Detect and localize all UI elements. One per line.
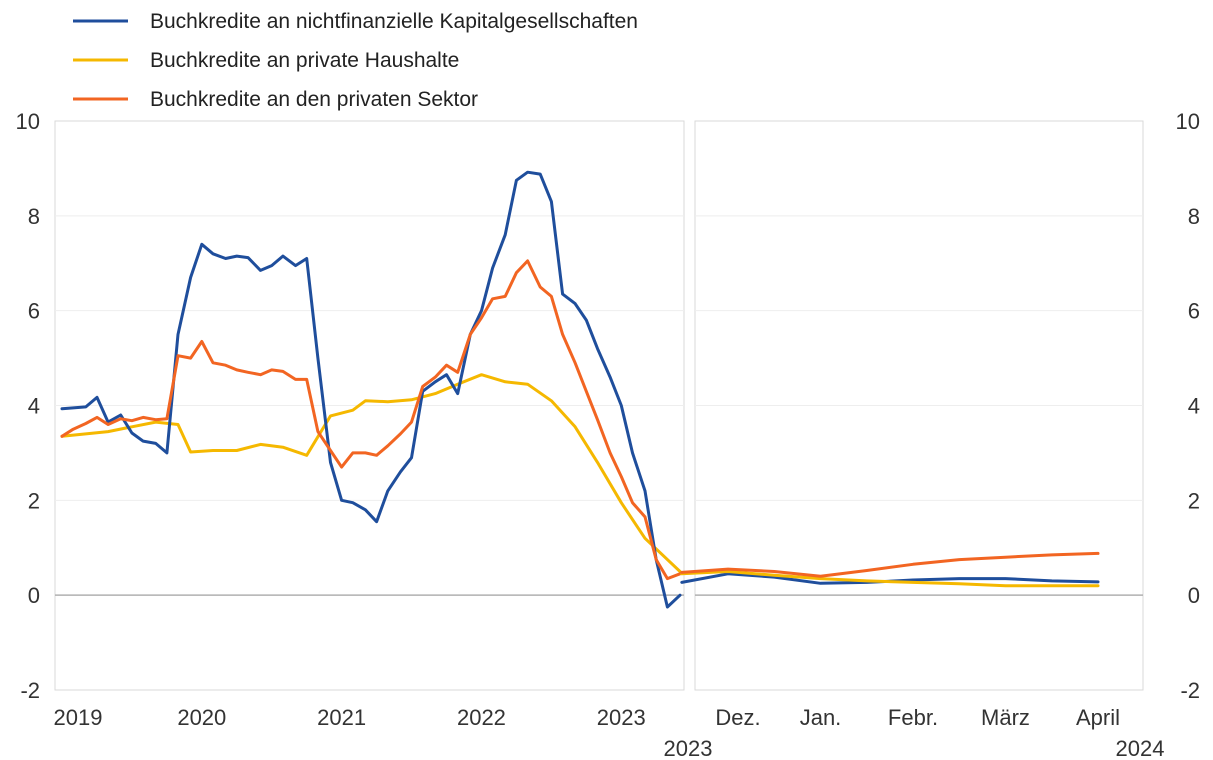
year-label-left: 2023	[664, 736, 713, 760]
x-tick-left: 2019	[54, 705, 103, 730]
left-series-line-2	[60, 259, 682, 581]
y-tick-left: 2	[28, 488, 40, 513]
x-tick-right: Jan.	[800, 705, 842, 730]
left-series-line-0	[60, 373, 682, 573]
y-tick-right: 6	[1188, 299, 1200, 324]
x-tick-right: März	[981, 705, 1030, 730]
right-series-line-2	[680, 551, 1100, 578]
y-tick-right: 8	[1188, 204, 1200, 229]
y-tick-left: 10	[16, 109, 40, 134]
legend-label-2: Buchkredite an den privaten Sektor	[150, 88, 478, 111]
legend: Buchkredite an nichtfinanzielle Kapitalg…	[73, 10, 638, 111]
x-tick-left: 2020	[177, 705, 226, 730]
y-tick-left: 8	[28, 204, 40, 229]
y-tick-right: -2	[1180, 678, 1200, 703]
x-tick-right: Dez.	[715, 705, 760, 730]
left-panel: -2 0 2 4 6 8 10 2019 2020 2021 2022 2023	[16, 109, 685, 730]
legend-label-0: Buchkredite an nichtfinanzielle Kapitalg…	[150, 10, 638, 33]
x-tick-right: Febr.	[888, 705, 938, 730]
x-tick-right: April	[1076, 705, 1120, 730]
y-tick-left: 0	[28, 583, 40, 608]
y-tick-left: 4	[28, 394, 40, 419]
y-tick-left: -2	[20, 678, 40, 703]
y-tick-left: 6	[28, 299, 40, 324]
year-label-right: 2024	[1116, 736, 1165, 760]
x-tick-left: 2021	[317, 705, 366, 730]
legend-label-1: Buchkredite an private Haushalte	[150, 49, 459, 72]
y-tick-right: 2	[1188, 488, 1200, 513]
right-panel: -2 0 2 4 6 8 10 Dez. Jan. Febr. März April 2023 2024	[664, 109, 1200, 760]
y-tick-right: 0	[1188, 583, 1200, 608]
right-series-line-1	[680, 570, 1100, 588]
x-tick-left: 2022	[457, 705, 506, 730]
y-tick-right: 4	[1188, 394, 1200, 419]
y-tick-right: 10	[1176, 109, 1200, 134]
x-tick-left: 2023	[597, 705, 646, 730]
left-series-line-1	[60, 170, 682, 609]
